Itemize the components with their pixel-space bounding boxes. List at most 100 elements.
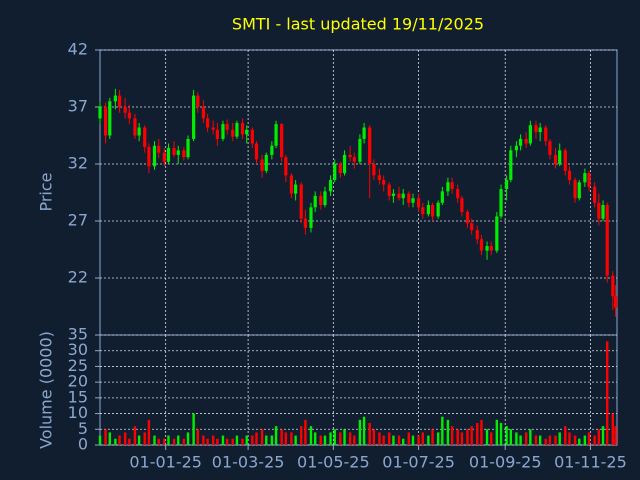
candle-body: [352, 157, 356, 162]
y-tick-label: 32: [68, 154, 88, 173]
x-tick-label: 01-05-25: [297, 453, 370, 472]
volume-bar: [583, 435, 587, 445]
volume-bar: [241, 438, 244, 445]
candle-body: [456, 189, 460, 199]
volume-bar: [587, 432, 591, 445]
y-axis-label: Price: [37, 172, 56, 211]
candle-body: [162, 152, 166, 162]
candle-body: [528, 125, 532, 144]
candle-body: [421, 207, 425, 215]
candle-body: [166, 148, 171, 162]
candle-body: [436, 202, 440, 217]
volume-bar: [421, 432, 424, 445]
volume-bar: [157, 438, 160, 445]
candle-body: [614, 296, 618, 308]
candle-body: [475, 230, 479, 240]
candle-body: [377, 175, 382, 180]
volume-bar: [196, 429, 200, 445]
candle-body: [147, 146, 151, 167]
y-tick-label: 15: [68, 387, 88, 406]
candle-body: [303, 218, 308, 228]
volume-bar: [265, 435, 268, 445]
volume-bar: [333, 429, 336, 445]
volume-bar: [509, 429, 513, 445]
candle-body: [587, 173, 591, 187]
candle-body: [397, 193, 401, 199]
candle-body: [280, 124, 284, 158]
candle-body: [221, 124, 225, 139]
volume-bar: [313, 432, 317, 445]
volume-bar: [118, 435, 121, 445]
volume-bar: [221, 435, 225, 445]
candle-body: [485, 246, 489, 251]
candle-body: [416, 198, 421, 208]
candle-body: [362, 127, 366, 139]
volume-bar: [470, 426, 473, 445]
volume-bar: [382, 435, 385, 445]
candle-body: [411, 198, 415, 203]
volume-bar: [245, 435, 248, 445]
candle-body: [573, 179, 577, 199]
volume-bar: [362, 416, 366, 445]
y-tick-label: 25: [68, 356, 88, 375]
candle-body: [553, 154, 558, 164]
candle-body: [182, 150, 186, 158]
candle-body: [254, 143, 259, 160]
candle-body: [382, 179, 386, 185]
volume-bar: [499, 423, 503, 445]
candle-body: [342, 154, 347, 174]
candle-body: [387, 184, 391, 196]
candle-body: [133, 118, 137, 136]
y-tick-label: 5: [78, 419, 88, 438]
volume-bar: [601, 426, 605, 445]
candle-body: [470, 223, 474, 231]
candle-body: [172, 148, 176, 155]
candle-body: [313, 195, 317, 208]
volume-bar: [446, 419, 450, 445]
volume-bar: [554, 435, 557, 445]
candle-body: [495, 216, 499, 251]
candle-body: [299, 184, 303, 219]
candle-body: [440, 191, 444, 203]
candle-body: [611, 275, 615, 297]
y-tick-label: 20: [68, 372, 88, 391]
volume-bar: [300, 426, 303, 445]
candle-body: [489, 246, 493, 251]
volume-bar: [460, 432, 464, 445]
candle-body: [465, 211, 470, 224]
y-tick-label: 42: [68, 40, 88, 59]
volume-bar: [133, 426, 137, 445]
volume-bar: [358, 419, 362, 445]
volume-bar: [186, 432, 190, 445]
candle-body: [460, 198, 464, 212]
candle-body: [509, 150, 513, 180]
candle-body: [186, 138, 190, 158]
candle-body: [583, 173, 587, 183]
candle-body: [113, 95, 117, 102]
volume-bar: [329, 432, 332, 445]
candle-body: [201, 107, 205, 119]
candle-body: [446, 182, 450, 192]
volume-bar: [128, 438, 131, 445]
volume-bar: [251, 435, 254, 445]
candle-body: [368, 127, 372, 164]
candle-body: [577, 182, 581, 199]
volume-bar: [167, 435, 170, 445]
volume-bar: [339, 432, 342, 445]
volume-bar: [402, 438, 405, 445]
volume-bar: [294, 435, 297, 445]
volume-bar: [348, 432, 352, 445]
candle-body: [127, 112, 131, 119]
volume-bar: [548, 435, 552, 445]
volume-bar: [231, 438, 234, 445]
volume-bar: [417, 435, 420, 445]
y-axis-label: Volume (0000): [37, 331, 56, 449]
candle-body: [372, 164, 376, 176]
candle-body: [319, 195, 323, 206]
volume-bar: [564, 426, 567, 445]
volume-bar: [108, 432, 111, 445]
volume-bar: [558, 432, 561, 445]
candle-body: [231, 129, 235, 137]
